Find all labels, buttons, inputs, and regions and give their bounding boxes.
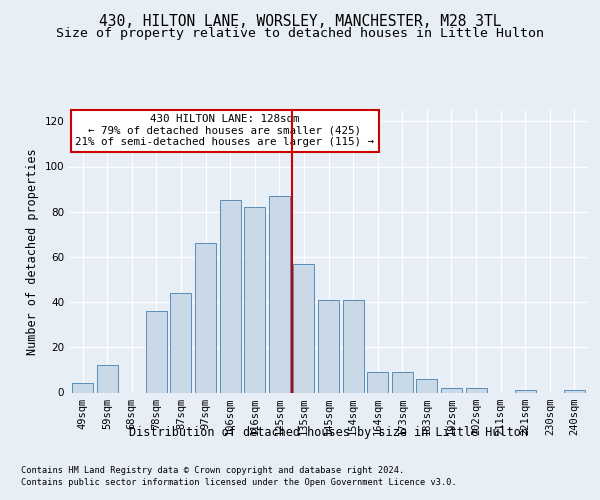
Text: 430, HILTON LANE, WORSLEY, MANCHESTER, M28 3TL: 430, HILTON LANE, WORSLEY, MANCHESTER, M…: [99, 14, 501, 29]
Bar: [441, 388, 462, 392]
Bar: [146, 311, 167, 392]
Bar: [72, 384, 93, 392]
Text: Contains HM Land Registry data © Crown copyright and database right 2024.: Contains HM Land Registry data © Crown c…: [21, 466, 404, 475]
Bar: [195, 244, 216, 392]
Text: Distribution of detached houses by size in Little Hulton: Distribution of detached houses by size …: [130, 426, 528, 439]
Bar: [269, 196, 290, 392]
Bar: [318, 300, 339, 392]
Y-axis label: Number of detached properties: Number of detached properties: [26, 148, 39, 354]
Bar: [343, 300, 364, 392]
Bar: [564, 390, 585, 392]
Bar: [97, 366, 118, 392]
Bar: [367, 372, 388, 392]
Bar: [416, 379, 437, 392]
Bar: [515, 390, 536, 392]
Bar: [293, 264, 314, 392]
Bar: [466, 388, 487, 392]
Text: 430 HILTON LANE: 128sqm
← 79% of detached houses are smaller (425)
21% of semi-d: 430 HILTON LANE: 128sqm ← 79% of detache…: [75, 114, 374, 148]
Bar: [392, 372, 413, 392]
Bar: [170, 293, 191, 392]
Text: Size of property relative to detached houses in Little Hulton: Size of property relative to detached ho…: [56, 28, 544, 40]
Text: Contains public sector information licensed under the Open Government Licence v3: Contains public sector information licen…: [21, 478, 457, 487]
Bar: [244, 207, 265, 392]
Bar: [220, 200, 241, 392]
